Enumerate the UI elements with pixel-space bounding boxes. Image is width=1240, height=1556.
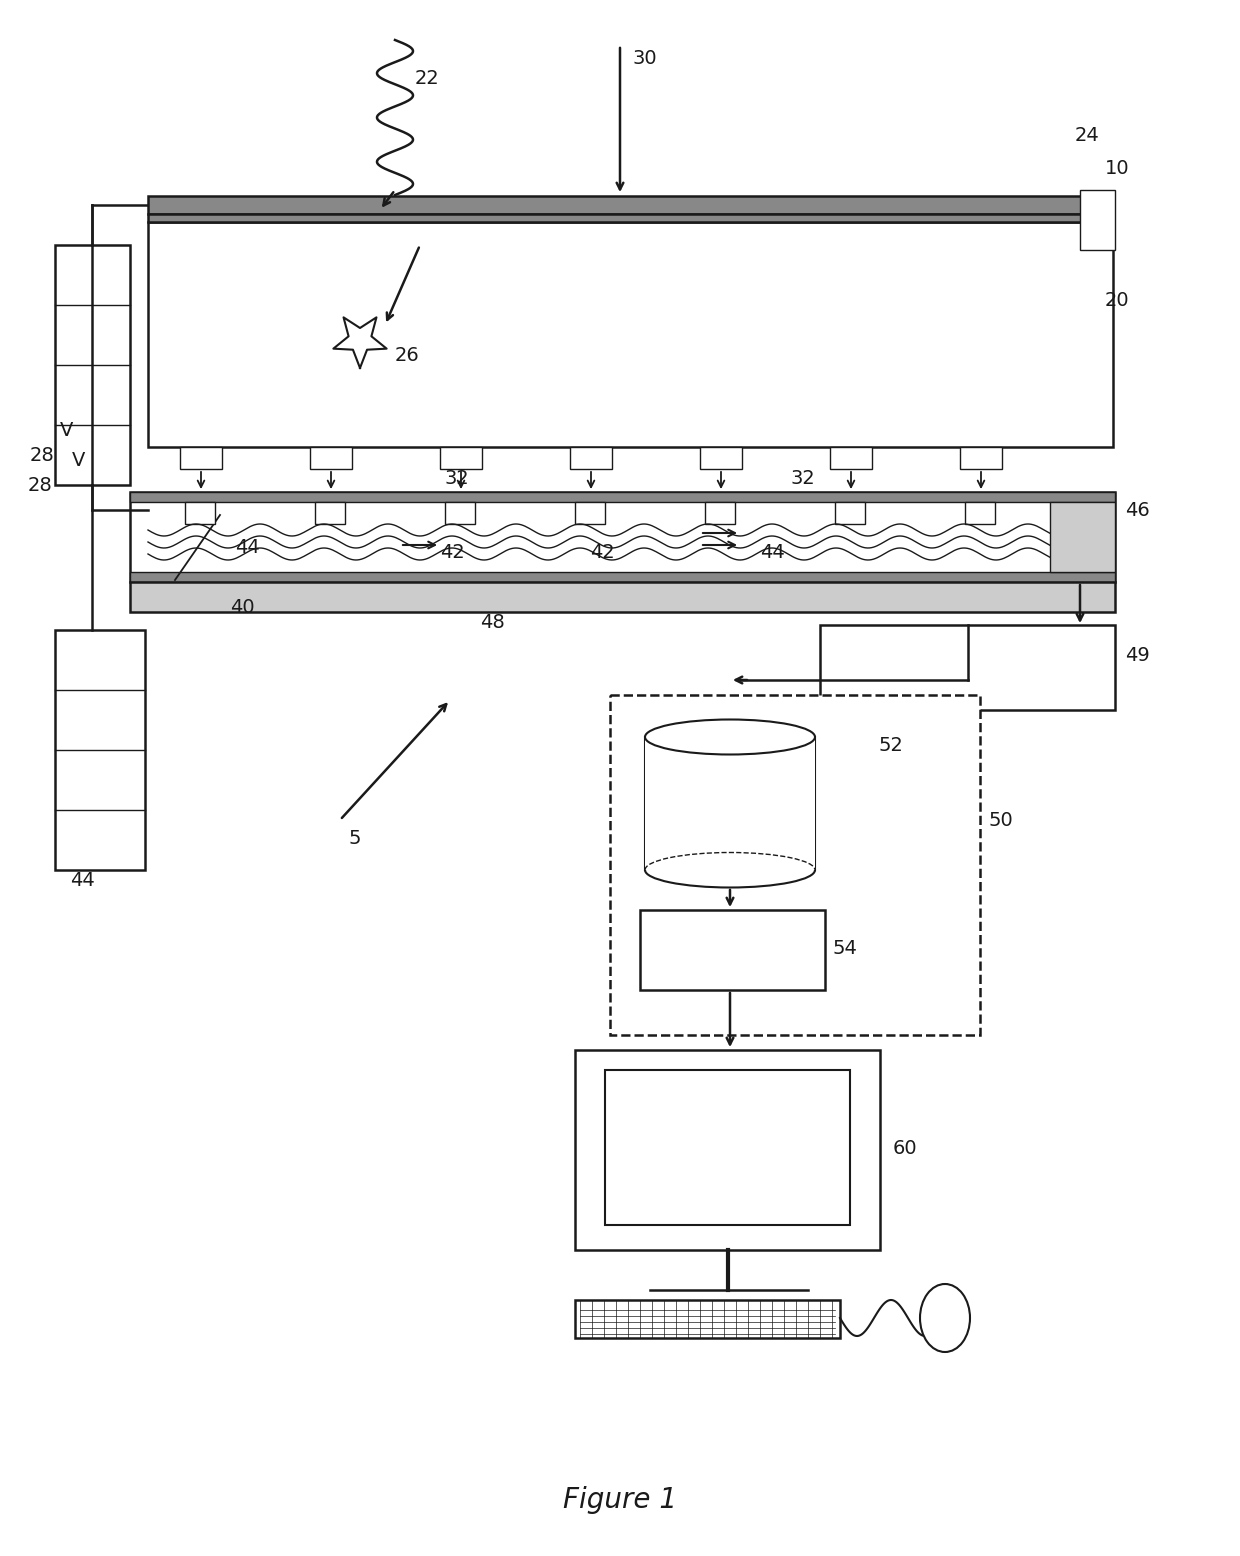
Text: V: V [60, 420, 73, 439]
Text: 46: 46 [1125, 501, 1149, 520]
Bar [55, 244, 130, 485]
Text: 42: 42 [440, 543, 465, 562]
Bar [55, 630, 145, 870]
Text: 30: 30 [632, 48, 657, 67]
Text: Figure 1: Figure 1 [563, 1486, 677, 1514]
Bar [130, 492, 1115, 582]
Text: 32: 32 [790, 468, 815, 487]
Text: 10: 10 [1105, 159, 1130, 177]
Bar [315, 503, 345, 524]
Bar [130, 573, 1115, 582]
Bar [440, 447, 482, 468]
Text: 54: 54 [833, 938, 858, 957]
Text: 32: 32 [445, 468, 470, 487]
Text: 50: 50 [988, 811, 1013, 829]
Bar [820, 626, 1115, 710]
Text: 44: 44 [69, 870, 94, 890]
Text: 22: 22 [415, 68, 440, 87]
Ellipse shape [920, 1284, 970, 1352]
Text: 52: 52 [878, 736, 903, 755]
Ellipse shape [645, 719, 815, 755]
Bar [575, 1050, 880, 1249]
Bar [1080, 190, 1115, 251]
Text: 44: 44 [236, 537, 259, 557]
Text: 26: 26 [396, 345, 420, 364]
Bar [180, 447, 222, 468]
Bar [965, 503, 994, 524]
Text: 40: 40 [229, 598, 254, 616]
Text: 28: 28 [30, 445, 55, 465]
Bar [706, 503, 735, 524]
Bar [575, 503, 605, 524]
Text: V: V [72, 451, 86, 470]
Bar [310, 447, 352, 468]
Bar [645, 738, 815, 870]
Bar [835, 503, 866, 524]
Bar [701, 447, 742, 468]
Text: 42: 42 [590, 543, 615, 562]
Text: 24: 24 [1075, 126, 1100, 145]
Text: 5: 5 [348, 828, 361, 848]
Text: 60: 60 [893, 1139, 918, 1158]
Text: 44: 44 [760, 543, 785, 562]
Bar [130, 492, 1115, 503]
Bar [185, 503, 215, 524]
Bar [148, 196, 1114, 215]
Bar [148, 223, 1114, 447]
Bar [610, 696, 980, 1035]
Bar [960, 447, 1002, 468]
Bar [570, 447, 613, 468]
Bar [640, 910, 825, 990]
Text: 28: 28 [29, 476, 53, 495]
Bar [445, 503, 475, 524]
Text: 49: 49 [1125, 646, 1149, 664]
Bar [148, 215, 1114, 223]
Bar [830, 447, 872, 468]
Text: 20: 20 [1105, 291, 1130, 310]
Bar [575, 1299, 839, 1338]
Bar [130, 582, 1115, 612]
Bar [605, 1071, 849, 1225]
Bar [1050, 503, 1115, 573]
Text: 48: 48 [480, 613, 505, 632]
